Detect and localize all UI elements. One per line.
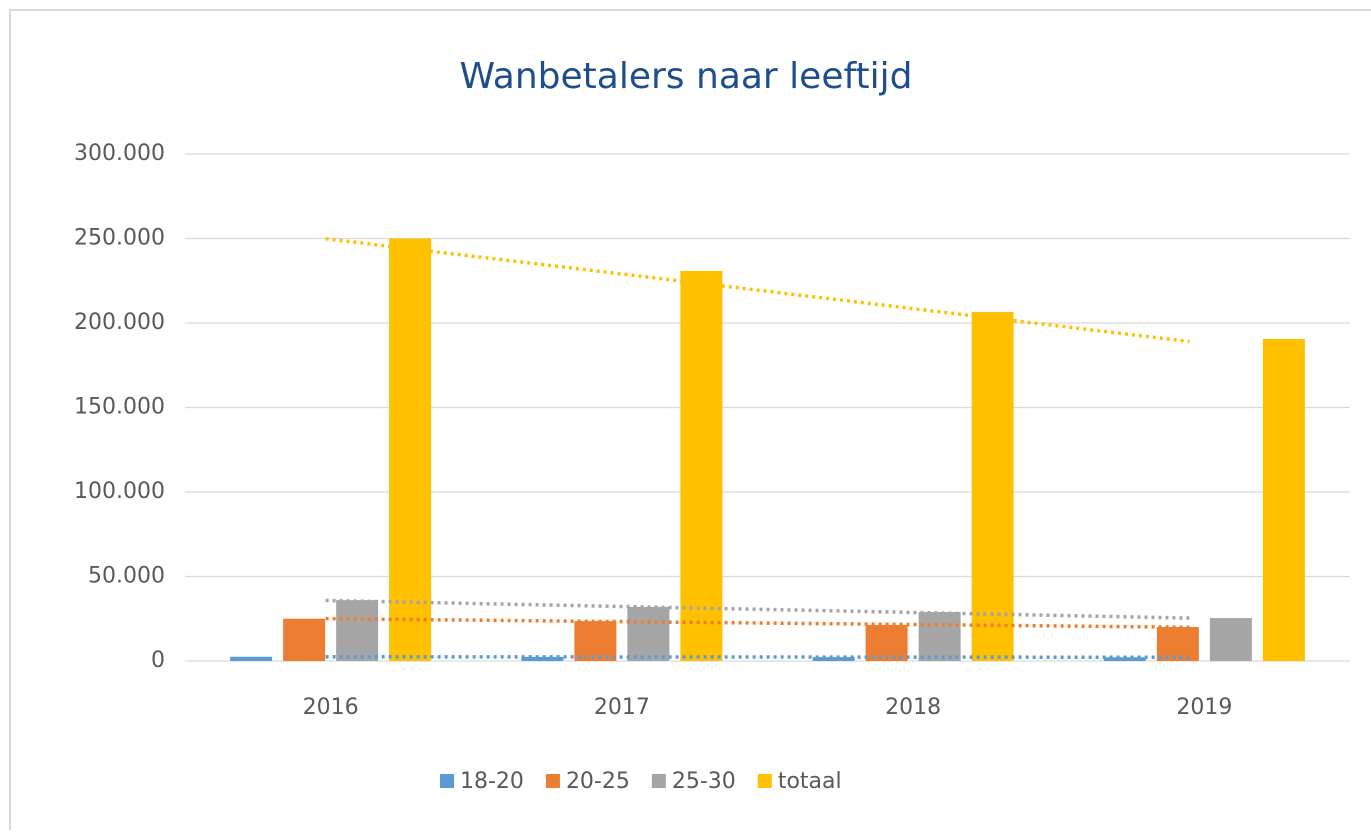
bar [918, 611, 961, 661]
bar [627, 606, 670, 661]
x-tick-label: 2018 [885, 695, 941, 720]
bar [1209, 618, 1252, 661]
legend-label: 25-30 [672, 769, 736, 794]
y-tick-label: 300.000 [74, 141, 165, 166]
y-tick-label: 0 [151, 648, 165, 673]
y-tick-label: 100.000 [74, 479, 165, 504]
x-tick-label: 2017 [594, 695, 650, 720]
legend-label: 18-20 [460, 769, 524, 794]
y-tick-label: 150.000 [74, 395, 165, 420]
bar [1156, 627, 1199, 661]
bar [336, 600, 379, 661]
chart-title: Wanbetalers naar leeftijd [460, 56, 913, 97]
y-tick-label: 250.000 [74, 226, 165, 251]
legend-swatch [440, 774, 454, 788]
bar [230, 656, 273, 661]
y-tick-label: 50.000 [88, 564, 165, 589]
bar [1262, 339, 1305, 661]
bar [865, 625, 908, 661]
trendline [325, 236, 1190, 344]
bar [1103, 657, 1146, 661]
x-tick-label: 2019 [1176, 695, 1232, 720]
y-tick-label: 200.000 [74, 310, 165, 335]
bar [680, 270, 723, 661]
bar [389, 238, 432, 661]
legend-label: 20-25 [566, 769, 630, 794]
legend-swatch [651, 774, 666, 788]
bar [812, 657, 855, 661]
x-tick-label: 2016 [303, 695, 359, 720]
legend-swatch [545, 774, 560, 788]
bar [283, 618, 326, 661]
legend-label: totaal [778, 769, 842, 794]
bar [574, 621, 617, 661]
legend-swatch [757, 774, 772, 788]
bar [971, 312, 1014, 661]
bar [521, 656, 564, 661]
